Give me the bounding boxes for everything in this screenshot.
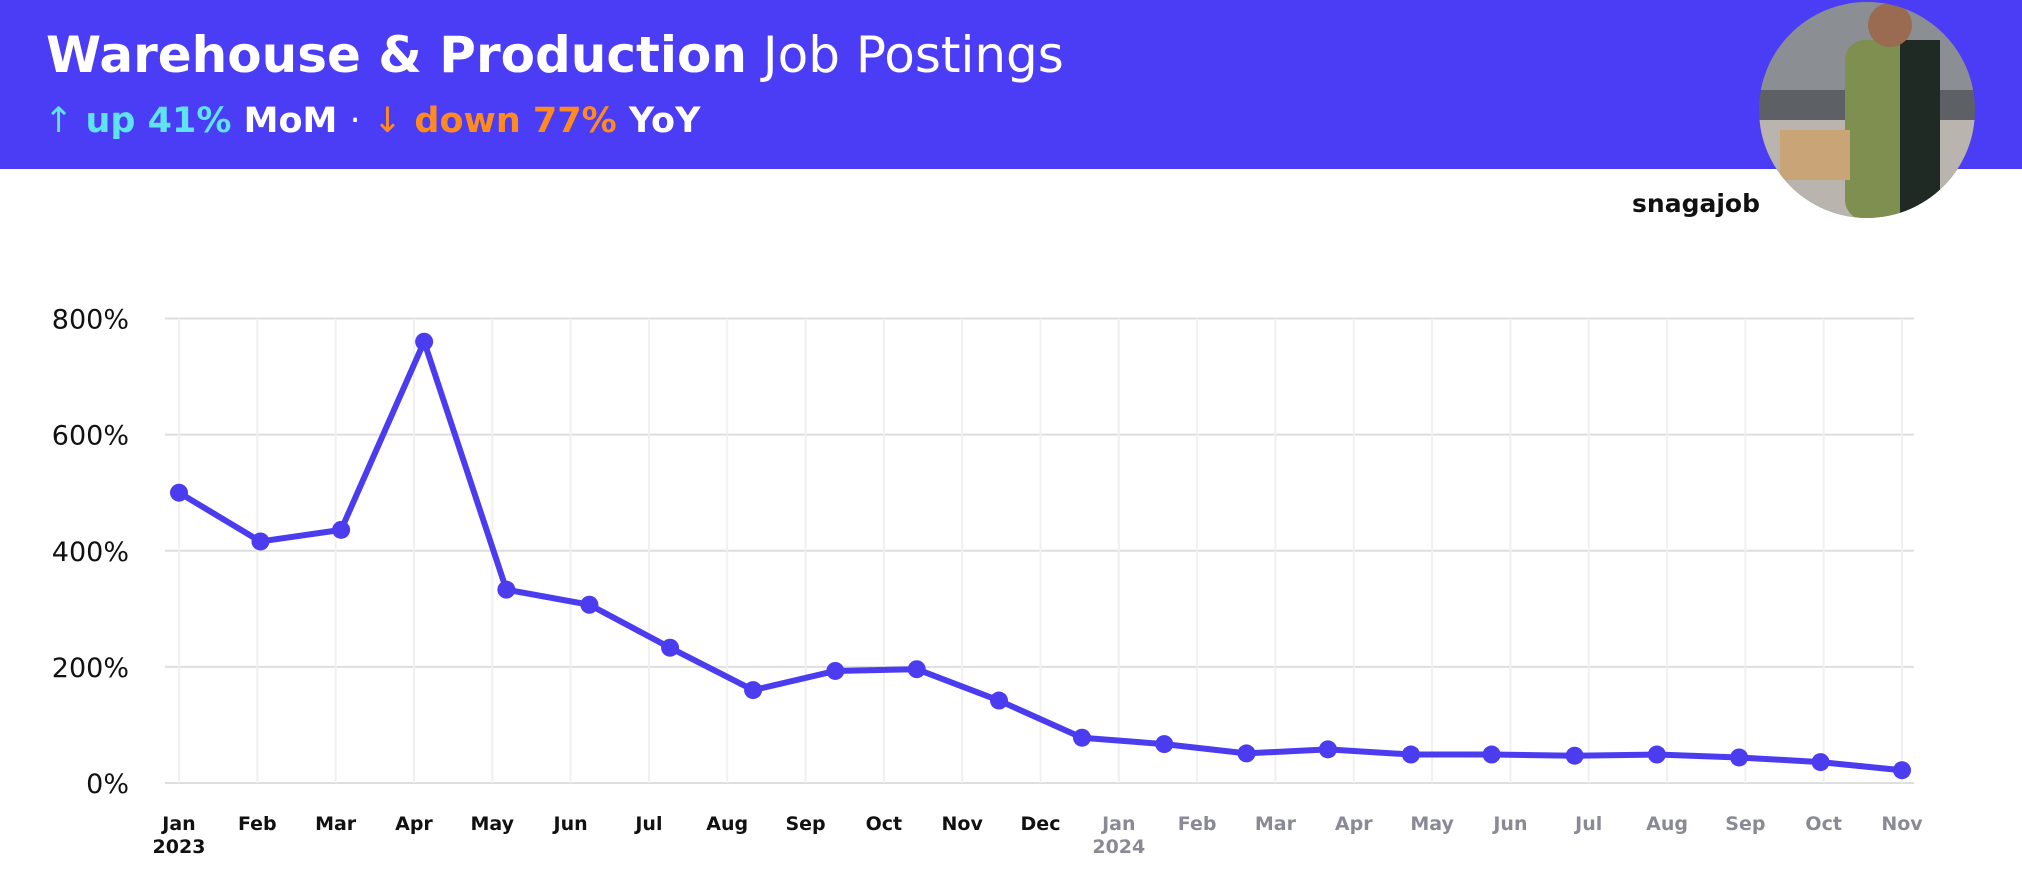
point [1730, 748, 1749, 767]
point [1073, 728, 1092, 747]
point [989, 691, 1008, 710]
x-tick-label: Dec [1021, 813, 1061, 835]
point [580, 595, 599, 614]
point [1565, 746, 1584, 765]
photo [1759, 2, 1975, 218]
point [1401, 745, 1420, 764]
x-tick-label: Oct [866, 813, 903, 835]
point [1237, 744, 1256, 763]
point [661, 638, 680, 657]
year-label: 2024 [1092, 836, 1145, 858]
point [1647, 745, 1666, 764]
x-tick-label: Jul [633, 813, 662, 835]
x-tick-label: Mar [1255, 813, 1297, 835]
y-tick-label: 0% [86, 769, 129, 800]
title: Warehouse & Production Job Postings [46, 26, 1064, 84]
line [177, 338, 1903, 774]
x-tick-label: May [1410, 813, 1454, 835]
point [907, 660, 926, 679]
x-tick-label: Aug [1646, 813, 1688, 835]
x-tick-label: Nov [1881, 813, 1923, 835]
x-tick-label: Jun [1491, 813, 1527, 835]
x-tick-label: Sep [785, 813, 825, 835]
point [415, 332, 434, 351]
x-tick-label: Nov [942, 813, 984, 835]
x-tick-label: Apr [1335, 813, 1373, 835]
y-tick-label: 800% [52, 305, 129, 336]
x-tick-label: Jan [1100, 813, 1135, 835]
x-tick-label: Oct [1805, 813, 1842, 835]
point [744, 681, 763, 700]
point [1155, 735, 1174, 754]
x-tick-label: Sep [1725, 813, 1765, 835]
point [497, 580, 516, 599]
year-label: 2023 [153, 836, 206, 858]
x-tick-label: Jun [552, 813, 588, 835]
point [251, 532, 270, 551]
point [332, 520, 351, 539]
point [1318, 740, 1337, 759]
x-tick-label: May [471, 813, 515, 835]
point [1893, 761, 1911, 780]
point [826, 661, 845, 680]
y-tick-label: 600% [52, 421, 129, 452]
x-tick-label: Aug [706, 813, 748, 835]
y-tick-label: 400% [52, 537, 129, 568]
x-tick-label: Jan [160, 813, 195, 835]
x-tick-label: Feb [238, 813, 277, 835]
point [170, 483, 188, 502]
point [1482, 745, 1501, 764]
x-tick-label: Apr [395, 813, 433, 835]
header-band [0, 0, 2022, 169]
logo: snagajob [1632, 189, 1760, 218]
point [1811, 753, 1830, 772]
subtitle: ↑ up 41% MoM · ↓ down 77% YoY [44, 101, 701, 141]
x-tick-label: Feb [1178, 813, 1217, 835]
x-tick-label: Jul [1573, 813, 1602, 835]
y-tick-label: 200% [52, 653, 129, 684]
x-tick-label: Mar [315, 813, 357, 835]
